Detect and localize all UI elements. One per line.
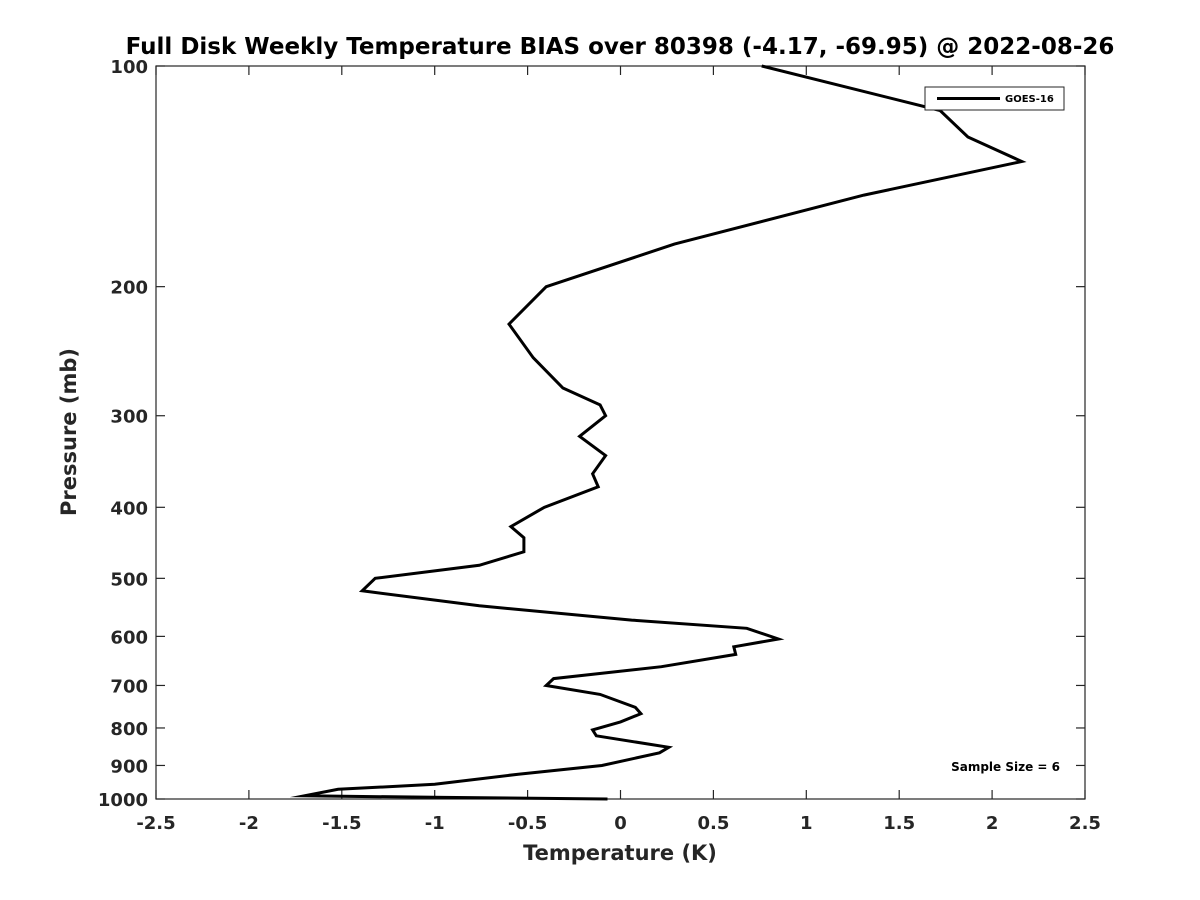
y-tick-label: 100 [110,57,148,78]
x-axis-ticks: -2.5 -2 -1.5 -1 -0.5 0 0.5 1 1.5 2 2.5 [136,66,1101,834]
chart-title: Full Disk Weekly Temperature BIAS over 8… [126,34,1115,60]
x-tick-label: -2.5 [136,813,175,834]
y-tick-label: 900 [110,756,148,777]
x-tick-label: -1 [425,813,445,834]
x-tick-label: 0.5 [697,813,729,834]
x-tick-label: 0 [614,813,627,834]
y-tick-label: 700 [110,676,148,697]
sample-size-annotation: Sample Size = 6 [951,760,1060,774]
y-axis-label: Pressure (mb) [57,348,81,516]
y-axis-ticks: 100 200 300 400 500 600 700 800 900 1000 [98,57,1085,811]
x-tick-label: -1.5 [322,813,361,834]
y-tick-label: 300 [110,407,148,428]
x-tick-label: 2 [986,813,999,834]
x-tick-label: 2.5 [1069,813,1101,834]
y-tick-label: 400 [110,498,148,519]
y-tick-label: 800 [110,719,148,740]
x-tick-label: -0.5 [508,813,547,834]
x-tick-label: 1 [800,813,813,834]
y-tick-label: 500 [110,569,148,590]
legend-label-goes-16: GOES-16 [1005,94,1054,105]
y-tick-label: 600 [110,627,148,648]
x-tick-label: -2 [239,813,259,834]
series-layer [289,64,1027,801]
x-tick-label: 1.5 [883,813,915,834]
series-line-goes-16 [289,64,1027,801]
legend: GOES-16 [924,86,1065,111]
x-axis-label: Temperature (K) [523,841,717,865]
y-tick-label: 200 [110,278,148,299]
plot-area-border [155,65,1086,800]
y-tick-label: 1000 [98,790,148,811]
